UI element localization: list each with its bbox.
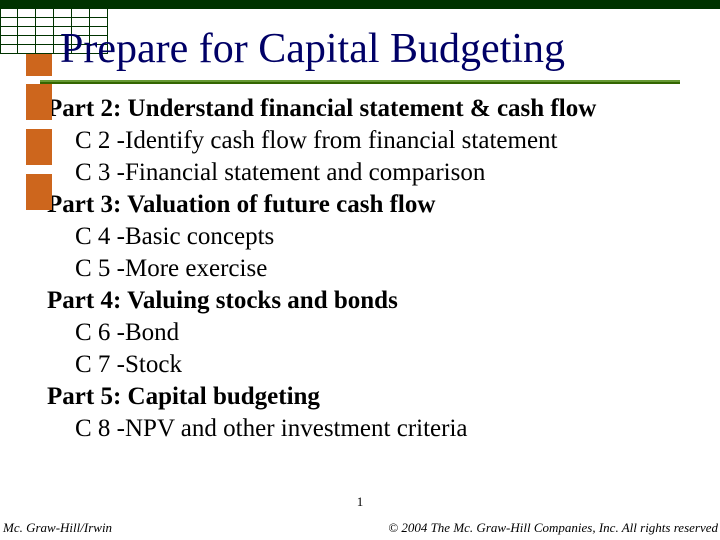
top-band	[0, 0, 720, 9]
content-item: C 3 -Financial statement and comparison	[47, 157, 700, 189]
page-number: 1	[0, 494, 720, 510]
content-item: C 8 -NPV and other investment criteria	[47, 413, 700, 445]
slide-title: Prepare for Capital Budgeting	[60, 25, 565, 73]
content-item: C 2 -Identify cash flow from financial s…	[47, 125, 700, 157]
part-heading: Part 2: Understand financial statement &…	[47, 93, 700, 125]
title-rule-shadow	[40, 82, 680, 84]
content-item: C 7 -Stock	[47, 349, 700, 381]
content-item: C 5 -More exercise	[47, 253, 700, 285]
content-body: Part 2: Understand financial statement &…	[47, 93, 700, 445]
footer-right: © 2004 The Mc. Graw-Hill Companies, Inc.…	[388, 520, 718, 536]
part-heading: Part 3: Valuation of future cash flow	[47, 189, 700, 221]
part-heading: Part 4: Valuing stocks and bonds	[47, 285, 700, 317]
part-heading: Part 5: Capital budgeting	[47, 381, 700, 413]
left-strip-decoration	[26, 54, 52, 284]
content-item: C 4 -Basic concepts	[47, 221, 700, 253]
footer-left: Mc. Graw-Hill/Irwin	[3, 520, 112, 536]
content-item: C 6 -Bond	[47, 317, 700, 349]
